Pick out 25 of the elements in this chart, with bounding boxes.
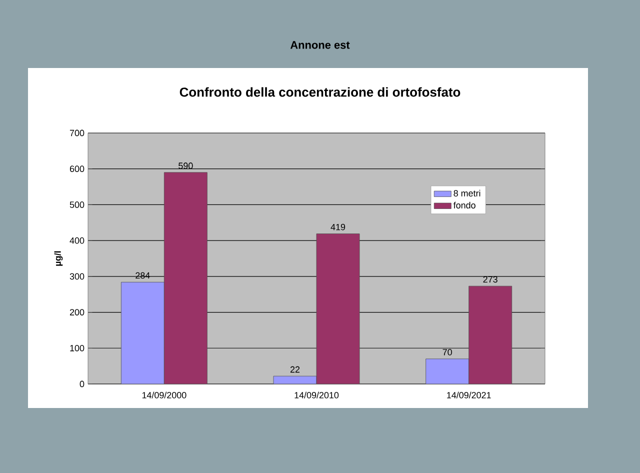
y-tick-label: 400 (70, 237, 84, 244)
y-tick-label: 0 (80, 380, 84, 388)
data-label: 419 (330, 224, 346, 230)
y-tick-label: 600 (70, 166, 84, 172)
y-tick-label: 200 (70, 309, 84, 316)
legend-label: 8 metri (454, 190, 480, 196)
y-axis-title: µg/l (54, 251, 63, 266)
x-tick-label: 14/09/2000 (142, 392, 186, 398)
legend-label: fondo (453, 202, 476, 208)
data-label: 273 (483, 276, 498, 283)
bar (426, 358, 470, 384)
y-tick-label: 500 (70, 202, 84, 208)
x-tick-label: 14/09/2010 (294, 392, 339, 398)
data-label: 70 (442, 349, 452, 356)
chart-title: Annone est (290, 41, 350, 49)
bar (316, 234, 360, 384)
y-tick-label: 300 (70, 273, 84, 280)
bar (164, 172, 208, 384)
y-tick-label: 100 (70, 344, 84, 352)
bar (468, 286, 512, 384)
x-tick-label: 14/09/2021 (447, 392, 491, 398)
chart-subtitle: Confronto della concentrazione di ortofosfato (180, 87, 460, 97)
y-tick-label: 700 (70, 130, 84, 136)
bar (120, 282, 164, 384)
data-label: 22 (290, 366, 300, 373)
